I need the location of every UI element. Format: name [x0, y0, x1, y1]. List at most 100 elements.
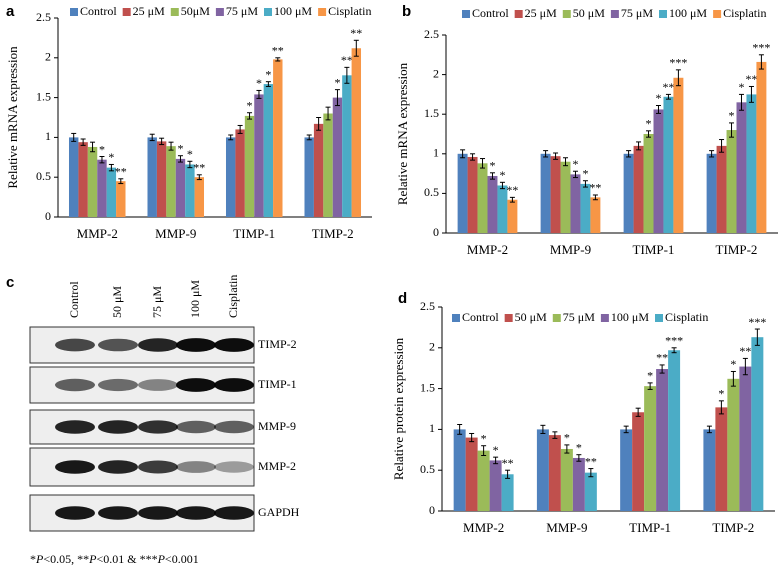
error-bar — [108, 163, 114, 172]
legend-swatch — [552, 314, 561, 322]
error-bar — [509, 196, 515, 203]
panel-letter: c — [6, 274, 14, 291]
legend-swatch — [462, 10, 470, 18]
significance-label: * — [187, 147, 193, 161]
y-tick-label: 2.5 — [36, 10, 51, 24]
significance-label: * — [646, 117, 652, 131]
significance-label: * — [99, 142, 105, 156]
error-bar — [99, 156, 105, 164]
bar — [703, 429, 716, 511]
error-bar — [758, 54, 764, 70]
panel-letter: a — [6, 3, 15, 20]
significance-label: ** — [585, 454, 597, 468]
legend-label: 100 μM — [669, 6, 707, 20]
blot-band — [98, 378, 138, 392]
error-bar — [564, 444, 570, 454]
blot-band — [176, 506, 216, 520]
bar — [254, 94, 264, 217]
legend-label: Control — [462, 310, 499, 324]
footnote-part: P — [88, 552, 97, 566]
bar — [663, 96, 674, 233]
significance-label: *** — [748, 315, 766, 329]
blot-band — [55, 338, 95, 352]
bar — [457, 153, 468, 233]
blot-band — [214, 461, 254, 473]
bar — [726, 130, 737, 233]
significance-label: *** — [665, 334, 683, 348]
bar — [570, 174, 581, 233]
significance-label: *** — [669, 56, 687, 70]
bar — [632, 412, 645, 511]
bar — [497, 185, 508, 233]
blot-band — [138, 379, 178, 391]
error-bar — [481, 445, 487, 457]
significance-label: ** — [115, 165, 127, 179]
bar — [116, 181, 126, 217]
footnote-part: P — [157, 552, 166, 566]
significance-label: * — [247, 98, 253, 112]
y-tick-label: 1 — [429, 421, 435, 435]
error-bar — [553, 152, 559, 160]
legend-label: 75 μM — [563, 310, 595, 324]
footnote-part: <0.01 & *** — [96, 552, 157, 566]
bar — [263, 84, 274, 218]
y-tick-label: 1 — [45, 129, 51, 143]
blot-band — [138, 460, 178, 474]
bar — [156, 141, 167, 217]
blot-band — [55, 378, 95, 392]
blot-band — [214, 378, 254, 392]
legend-swatch — [600, 314, 609, 322]
significance-label: * — [582, 166, 588, 180]
bar — [656, 369, 669, 511]
bar — [467, 156, 478, 233]
bar — [751, 337, 764, 511]
x-tick-label: TIMP-1 — [233, 226, 275, 241]
error-bar — [742, 357, 748, 376]
significance-label: ** — [745, 72, 757, 86]
blot-band — [176, 378, 216, 392]
error-bar — [646, 130, 652, 138]
y-tick-label: 0.5 — [424, 185, 439, 199]
bar — [332, 97, 343, 217]
bar — [643, 134, 654, 233]
significance-label: ** — [502, 456, 514, 470]
bar — [225, 137, 236, 217]
bar — [87, 146, 98, 217]
footnote: *P<0.05, **P<0.01 & ***P<0.001 — [30, 552, 199, 566]
significance-label: ** — [193, 161, 205, 175]
error-bar — [626, 150, 632, 158]
bar — [273, 59, 283, 217]
y-tick-label: 1.5 — [424, 106, 439, 120]
blot-band — [176, 420, 216, 434]
bar — [477, 450, 490, 511]
error-bar — [470, 153, 476, 161]
significance-label: ** — [662, 80, 674, 94]
bar — [477, 163, 488, 233]
error-bar — [576, 454, 582, 462]
error-bar — [149, 133, 155, 142]
legend-swatch — [318, 8, 327, 16]
bar — [653, 109, 664, 233]
bar — [644, 386, 657, 511]
blot-band — [55, 506, 95, 520]
significance-label: * — [729, 109, 735, 123]
error-bar — [540, 424, 546, 434]
significance-label: ** — [506, 183, 518, 197]
bar — [244, 115, 255, 217]
panel-letter: b — [402, 3, 411, 20]
bar — [715, 407, 728, 511]
legend-swatch — [122, 8, 131, 16]
bar — [185, 164, 195, 217]
error-bar — [460, 149, 466, 159]
error-bar — [265, 81, 271, 87]
row-label: TIMP-1 — [258, 377, 297, 391]
legend-label: 25 μM — [525, 6, 557, 20]
y-tick-label: 1.5 — [36, 89, 51, 103]
lane-label: 75 μM — [150, 286, 164, 318]
error-bar — [325, 106, 331, 121]
significance-label: * — [738, 80, 744, 94]
y-tick-label: 0 — [45, 209, 51, 223]
bar — [590, 197, 601, 233]
bar — [584, 472, 597, 511]
bar — [739, 366, 752, 511]
